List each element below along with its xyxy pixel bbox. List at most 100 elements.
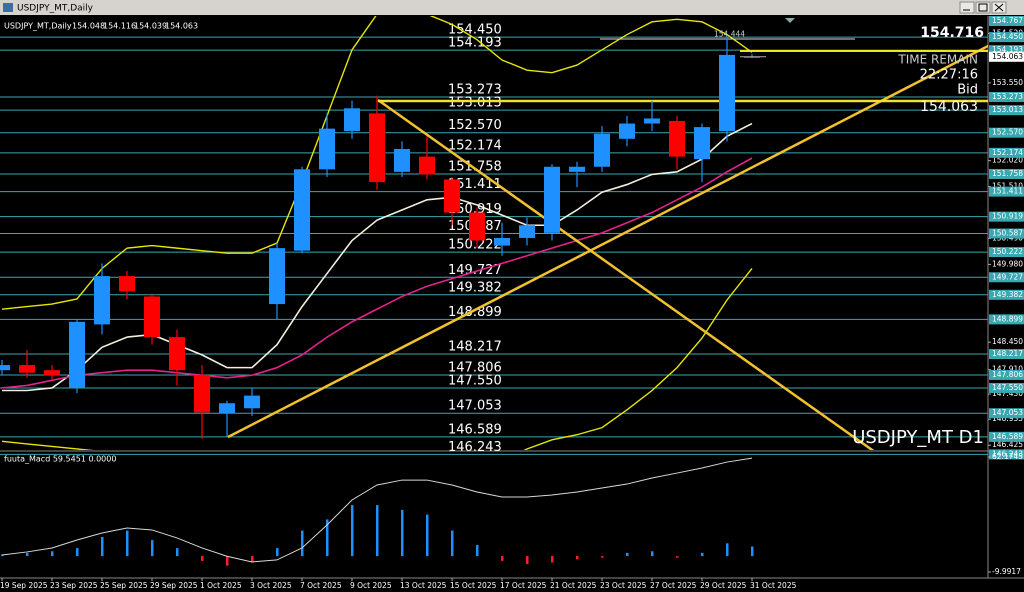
macd-bar: [126, 530, 129, 557]
macd-bar: [426, 514, 429, 557]
level-price-box: [989, 168, 1024, 179]
x-tick-label: 17 Oct 2025: [500, 581, 547, 590]
trendline-up: [227, 44, 988, 439]
level-price-label: 149.727: [992, 272, 1023, 281]
x-tick-label: 31 Oct 2025: [750, 581, 797, 590]
macd-bar: [226, 556, 229, 566]
level-price-label: 150.222: [992, 247, 1023, 256]
candle-body: [269, 248, 285, 305]
candle-body: [594, 133, 610, 167]
ohlc-value: 154.048: [72, 22, 105, 31]
candle-body: [169, 337, 185, 371]
bid-box: [989, 51, 1024, 62]
indicator-line: [1, 268, 753, 450]
minimize-button[interactable]: [959, 1, 975, 14]
level-price-label: 152.174: [992, 148, 1023, 157]
level-label: 148.899: [448, 305, 502, 320]
level-label: 150.222: [448, 238, 502, 253]
macd-bar: [301, 530, 304, 557]
candle-body: [469, 212, 485, 241]
macd-bar: [26, 552, 29, 557]
x-tick-label: 13 Oct 2025: [400, 581, 447, 590]
bid-text: Bid: [957, 83, 978, 98]
level-price-box: [989, 127, 1024, 138]
candle-body: [694, 127, 710, 160]
bid-price: 154.063: [920, 99, 978, 115]
macd-bar: [326, 519, 329, 557]
candle-body: [319, 128, 335, 170]
level-label: 147.806: [448, 360, 502, 375]
macd-bar: [451, 530, 454, 557]
macd-bar: [51, 551, 54, 557]
level-label: 147.053: [448, 399, 502, 414]
marker: [785, 18, 795, 23]
level-price-box: [989, 349, 1024, 360]
level-label: 146.589: [448, 422, 502, 437]
level-price-label: 151.758: [992, 169, 1023, 178]
level-price-box: [989, 91, 1024, 102]
x-tick-label: 27 Oct 2025: [650, 581, 697, 590]
macd-bar: [176, 548, 179, 557]
macd-bar: [376, 505, 379, 557]
level-label: 151.411: [448, 177, 502, 192]
level-label: 154.193: [448, 36, 502, 51]
level-label: 152.570: [448, 118, 502, 133]
level-price-label: 148.217: [992, 349, 1023, 358]
candle-body: [94, 276, 110, 325]
macd-bar: [401, 509, 404, 557]
macd-bar: [626, 552, 629, 557]
candle-body: [569, 166, 585, 172]
bid-box-label: 154.063: [992, 52, 1023, 61]
level-label: 149.382: [448, 280, 502, 295]
candle-body: [619, 123, 635, 139]
macd-bar: [751, 546, 754, 557]
candle-body: [244, 395, 260, 409]
indicator-line: [2, 122, 753, 392]
level-label: 153.273: [448, 82, 502, 97]
big-price: 154.716: [920, 25, 984, 41]
level-price-box: [989, 369, 1024, 380]
y-tick-label: 148.450: [992, 337, 1023, 346]
x-tick-label: 15 Oct 2025: [450, 581, 497, 590]
level-label: 147.550: [448, 373, 502, 388]
level-price-box: [989, 289, 1024, 300]
candle-body: [344, 108, 360, 132]
y-tick-label: 147.430: [992, 389, 1023, 398]
level-price-label: 149.382: [992, 290, 1023, 299]
candle-body: [144, 296, 160, 338]
y-tick-label: 151.510: [992, 182, 1023, 191]
macd-bar: [726, 543, 729, 557]
chart-header: USDJPY_MT,Daily: [4, 22, 72, 31]
level-price-box: [989, 147, 1024, 158]
macd-bar: [76, 548, 79, 557]
level-price-label: 147.053: [992, 408, 1023, 417]
candle-body: [419, 156, 435, 175]
close-glyph: [994, 3, 1004, 12]
x-tick-label: 29 Sep 2025: [150, 581, 198, 590]
level-label: 154.450: [448, 23, 502, 38]
macd-bar: [676, 556, 679, 558]
x-tick-label: 25 Sep 2025: [100, 581, 148, 590]
x-tick-label: 29 Oct 2025: [700, 581, 747, 590]
ohlc-value: 154.116: [103, 22, 136, 31]
window-buttons: [959, 1, 1007, 14]
x-tick-label: 1 Oct 2025: [200, 581, 242, 590]
level-label: 150.919: [448, 202, 502, 217]
maximize-button[interactable]: [975, 1, 991, 14]
title-bar: [0, 0, 1024, 15]
level-price-box: [989, 382, 1024, 393]
candle-body: [669, 121, 685, 157]
price-box-label: 154.767: [992, 16, 1023, 25]
level-price-label: 150.919: [992, 212, 1023, 221]
macd-bar: [601, 556, 604, 558]
macd-bar: [651, 551, 654, 557]
candle-body: [219, 403, 235, 414]
macd-bar: [701, 552, 704, 557]
x-tick-label: 7 Oct 2025: [300, 581, 342, 590]
candle-body: [444, 179, 460, 213]
high-label: 154.444: [714, 29, 745, 38]
indicator-line: [1, 16, 753, 310]
y-tick-label: 149.980: [992, 259, 1023, 268]
level-price-box: [989, 314, 1024, 325]
